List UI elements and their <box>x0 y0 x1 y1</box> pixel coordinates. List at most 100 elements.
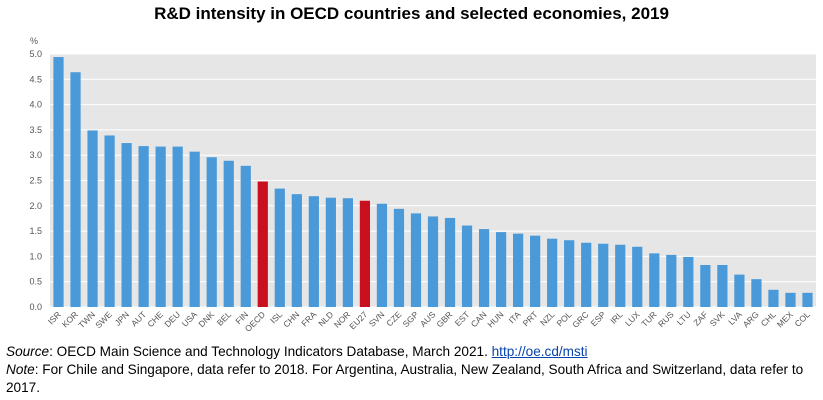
x-tick-label: JPN <box>113 309 131 327</box>
y-tick-label: 5.0 <box>29 49 42 59</box>
x-tick-label: BEL <box>215 309 234 328</box>
bar-grc <box>581 242 592 307</box>
y-tick-label: 4.0 <box>29 100 42 110</box>
y-tick-label: 1.0 <box>29 251 42 261</box>
bar-ita <box>513 233 524 307</box>
x-tick-label: HUN <box>485 309 505 329</box>
x-tick-label: IRL <box>608 309 625 326</box>
bar-gbr <box>444 217 456 307</box>
bar-fin <box>240 165 251 307</box>
note-text: : For Chile and Singapore, data refer to… <box>6 362 804 395</box>
bar-swe <box>104 135 115 307</box>
y-tick-label: 3.0 <box>29 150 42 160</box>
x-tick-label: USA <box>180 309 200 329</box>
x-tick-label: POL <box>554 309 573 328</box>
bar-twn <box>87 130 98 307</box>
y-tick-label: 2.0 <box>29 201 42 211</box>
bar-nld <box>325 197 336 307</box>
x-tick-label: EU27 <box>347 309 369 331</box>
x-tick-label: GRC <box>570 309 590 329</box>
chart-notes: Source: OECD Main Science and Technology… <box>6 343 818 397</box>
bar-est <box>461 225 473 307</box>
source-line: Source: OECD Main Science and Technology… <box>6 343 818 361</box>
x-tick-label: CHL <box>759 309 778 328</box>
bar-aut <box>138 146 149 307</box>
bar-prt <box>530 235 541 307</box>
x-tick-label: NLD <box>316 309 335 328</box>
bar-usa <box>189 151 200 307</box>
x-tick-label: FRA <box>299 309 318 328</box>
x-tick-label: CHE <box>145 309 165 329</box>
x-tick-label: SGP <box>401 309 421 329</box>
bar-isl <box>274 188 285 307</box>
x-tick-label: TWN <box>76 309 97 330</box>
x-tick-label: SVK <box>708 309 727 328</box>
note-line: Note: For Chile and Singapore, data refe… <box>6 361 818 397</box>
bar-svn <box>376 203 388 307</box>
bar-nor <box>342 198 353 307</box>
bar-lva <box>734 274 745 307</box>
bar-pol <box>564 240 575 307</box>
bar-eu27 <box>359 200 371 307</box>
y-tick-label: 0.5 <box>29 277 42 287</box>
x-tick-label: DEU <box>162 309 182 329</box>
bar-fra <box>308 196 319 307</box>
bar-can <box>478 229 490 307</box>
bar-tur <box>649 253 660 307</box>
bar-arg <box>751 279 762 307</box>
bar-rus <box>666 254 677 307</box>
y-tick-label: 3.5 <box>29 125 42 135</box>
x-tick-label: PRT <box>521 309 540 328</box>
bar-col <box>802 292 813 307</box>
x-tick-label: LUX <box>623 309 642 328</box>
y-tick-label: 1.5 <box>29 226 42 236</box>
bar-ltu <box>683 256 694 307</box>
bar-svk <box>717 265 728 307</box>
x-tick-label: ZAF <box>691 309 709 327</box>
bar-deu <box>172 146 183 307</box>
y-tick-label: 0.0 <box>29 302 42 312</box>
bar-esp <box>598 243 609 307</box>
y-tick-label: 2.5 <box>29 176 42 186</box>
bar-sgp <box>410 213 422 307</box>
bar-jpn <box>121 143 132 307</box>
bar-chart: 0.0 0.5 1.0 1.5 2.0 2.5 3.0 3.5 4.0 4.5 5.0 ISRKOR… <box>29 36 816 334</box>
x-tick-label: CZE <box>384 309 403 328</box>
bar-kor <box>70 72 81 307</box>
x-tick-label: GBR <box>434 309 454 329</box>
bar-irl <box>615 244 626 307</box>
x-tick-label: ESP <box>589 309 608 328</box>
bar-che <box>155 146 166 307</box>
bars <box>53 57 813 308</box>
x-tick-label: DNK <box>196 309 216 329</box>
x-tick-label: ARG <box>741 309 761 329</box>
bar-nzl <box>547 238 558 307</box>
source-link[interactable]: http://oe.cd/msti <box>491 344 588 359</box>
y-tick-label: 4.5 <box>29 74 42 84</box>
bar-mex <box>785 292 796 307</box>
source-label: Source <box>6 344 50 359</box>
bar-dnk <box>206 157 217 307</box>
x-tick-label: CAN <box>469 309 489 329</box>
x-tick-label: SVN <box>367 309 386 328</box>
x-tick-label: LTU <box>675 309 693 327</box>
y-axis-ticks: 0.0 0.5 1.0 1.5 2.0 2.5 3.0 3.5 4.0 4.5 5.0 <box>29 49 42 312</box>
x-tick-label: RUS <box>656 309 676 329</box>
x-tick-label: TUR <box>639 309 658 328</box>
bar-aus <box>427 216 439 307</box>
bar-hun <box>495 232 507 307</box>
bar-lux <box>632 246 643 307</box>
bar-zaf <box>700 265 711 307</box>
x-tick-label: NZL <box>538 309 557 328</box>
bar-isr <box>53 57 64 308</box>
x-tick-label: SWE <box>93 309 114 330</box>
x-tick-label: ITA <box>507 309 523 325</box>
x-tick-label: CHN <box>281 309 301 329</box>
x-tick-label: MEX <box>775 309 795 329</box>
chart-title: R&D intensity in OECD countries and sele… <box>154 4 669 23</box>
x-tick-label: COL <box>792 309 812 329</box>
bar-chn <box>291 194 302 307</box>
note-label: Note <box>6 362 35 377</box>
x-tick-label: AUS <box>418 309 438 329</box>
